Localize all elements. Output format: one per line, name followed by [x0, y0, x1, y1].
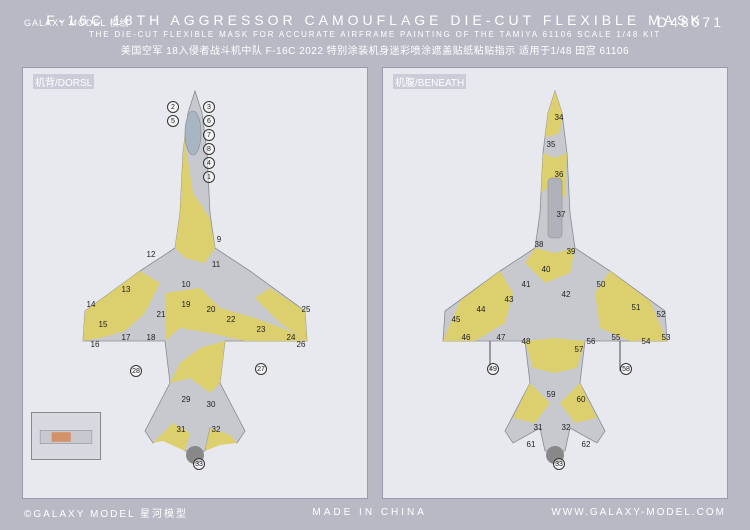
callout-15: 15 [97, 318, 109, 330]
panel-label-dorsal: 机背/DORSL [33, 74, 94, 89]
callout-41: 41 [520, 278, 532, 290]
callout-6: 6 [203, 115, 215, 127]
callout-61: 61 [525, 438, 537, 450]
callout-14: 14 [85, 298, 97, 310]
callout-3: 3 [203, 101, 215, 113]
callout-32: 32 [210, 423, 222, 435]
callout-46: 46 [460, 331, 472, 343]
callout-58: 58 [620, 363, 632, 375]
callout-62: 62 [580, 438, 592, 450]
callout-31: 31 [175, 423, 187, 435]
callout-2: 2 [167, 101, 179, 113]
callout-45: 45 [450, 313, 462, 325]
callout-33: 33 [553, 458, 565, 470]
title-sub: THE DIE-CUT FLEXIBLE MASK FOR ACCURATE A… [22, 30, 728, 39]
detail-inset [31, 412, 101, 460]
callout-1: 1 [203, 171, 215, 183]
callout-35: 35 [545, 138, 557, 150]
footer-center: MADE IN CHINA [312, 507, 427, 518]
callout-43: 43 [503, 293, 515, 305]
callout-25: 25 [300, 303, 312, 315]
callout-20: 20 [205, 303, 217, 315]
callout-10: 10 [180, 278, 192, 290]
callout-21: 21 [155, 308, 167, 320]
callout-29: 29 [180, 393, 192, 405]
callout-26: 26 [295, 338, 307, 350]
callout-33: 33 [193, 458, 205, 470]
callout-4: 4 [203, 157, 215, 169]
page-container: GALAXY MODEL 模绩 D48071 F-16C 18TH AGGRES… [0, 0, 750, 530]
callout-18: 18 [145, 331, 157, 343]
plane-beneath: 34 35 36 37 38 39 40 41 42 43 44 45 46 47 48 49 50 51 52 53… [405, 83, 705, 483]
callout-22: 22 [225, 313, 237, 325]
panel-beneath: 机腹/BENEATH 3435363738394 [382, 67, 728, 499]
callout-11: 11 [210, 258, 222, 270]
footer-left: ©GALAXY MODEL 星河模型 [24, 505, 188, 520]
panels-row: 机背/DORSL 2356784191011121314151617181920… [22, 67, 728, 499]
callout-30: 30 [205, 398, 217, 410]
callout-48: 48 [520, 335, 532, 347]
callout-39: 39 [565, 245, 577, 257]
callout-32: 32 [560, 421, 572, 433]
callout-47: 47 [495, 331, 507, 343]
callout-51: 51 [630, 301, 642, 313]
callout-56: 56 [585, 335, 597, 347]
callout-31: 31 [532, 421, 544, 433]
callout-53: 53 [660, 331, 672, 343]
footer-right: WWW.GALAXY-MODEL.COM [551, 507, 726, 518]
callout-17: 17 [120, 331, 132, 343]
callout-7: 7 [203, 129, 215, 141]
panel-label-beneath: 机腹/BENEATH [393, 74, 466, 89]
footer: ©GALAXY MODEL 星河模型 MADE IN CHINA WWW.GAL… [22, 505, 728, 520]
callout-27: 27 [255, 363, 267, 375]
callout-5: 5 [167, 115, 179, 127]
callout-9: 9 [213, 233, 225, 245]
callout-28: 28 [130, 365, 142, 377]
panel-dorsal: 机背/DORSL 2356784191011121314151617181920… [22, 67, 368, 499]
callout-42: 42 [560, 288, 572, 300]
callout-19: 19 [180, 298, 192, 310]
callout-59: 59 [545, 388, 557, 400]
callout-8: 8 [203, 143, 215, 155]
callout-36: 36 [553, 168, 565, 180]
callout-54: 54 [640, 335, 652, 347]
callout-23: 23 [255, 323, 267, 335]
callout-44: 44 [475, 303, 487, 315]
callout-57: 57 [573, 343, 585, 355]
brand-logo: GALAXY MODEL 模绩 [24, 16, 130, 29]
title-chinese: 美国空军 18入侵者战斗机中队 F-16C 2022 特别涂装机身迷彩喷涂遮盖贴… [22, 42, 728, 57]
callout-13: 13 [120, 283, 132, 295]
callout-49: 49 [487, 363, 499, 375]
callout-60: 60 [575, 393, 587, 405]
product-id: D48071 [657, 14, 724, 30]
callout-34: 34 [553, 111, 565, 123]
callout-16: 16 [89, 338, 101, 350]
callout-52: 52 [655, 308, 667, 320]
callout-40: 40 [540, 263, 552, 275]
callout-38: 38 [533, 238, 545, 250]
callout-55: 55 [610, 331, 622, 343]
callout-50: 50 [595, 278, 607, 290]
callout-37: 37 [555, 208, 567, 220]
callout-12: 12 [145, 248, 157, 260]
